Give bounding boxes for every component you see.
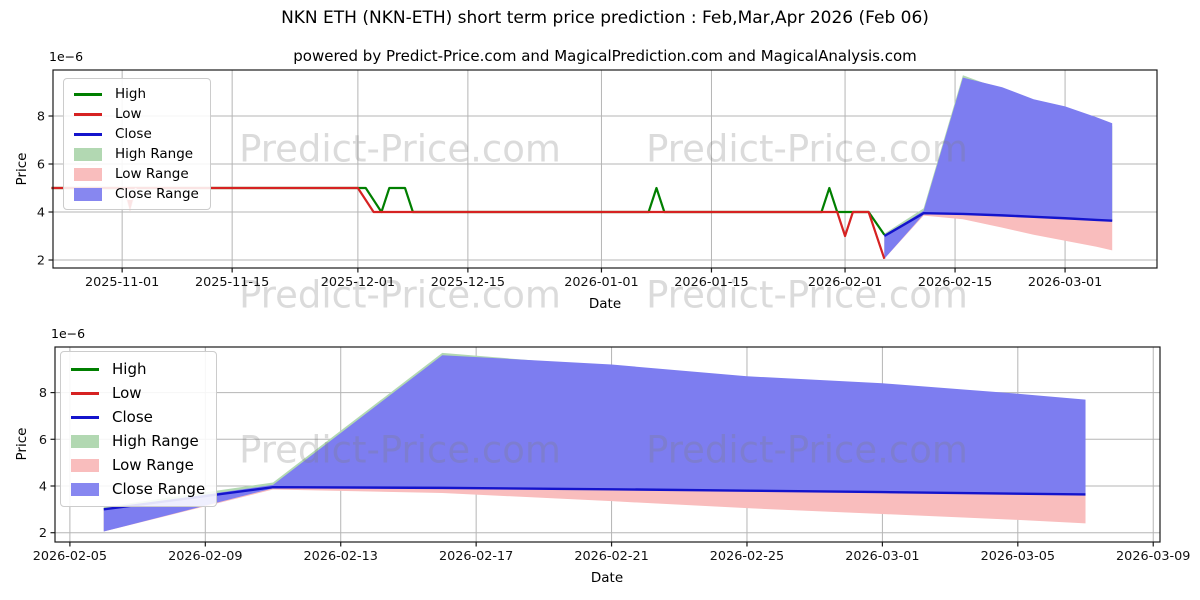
legend-label: Close (115, 126, 152, 142)
legend-swatch (74, 147, 102, 161)
legend-item-low: Low (71, 381, 205, 405)
x-tick-label: 2026-02-21 (574, 549, 648, 564)
legend-label: Close (112, 408, 153, 426)
legend-swatch (71, 434, 99, 448)
legend: High Low Close High Range Low Range Close Ran… (60, 351, 218, 507)
legend-item-low-range: Low Range (71, 453, 205, 477)
legend-swatch (74, 112, 102, 116)
legend-swatch (74, 132, 102, 136)
legend-label: Low (115, 106, 142, 122)
legend-item-high: High (71, 357, 205, 381)
low-range-band (103, 487, 1086, 532)
legend-label: High (112, 360, 147, 378)
watermark-text: Predict-Price.com (239, 274, 561, 317)
legend-swatch (74, 92, 102, 96)
legend-item-high-range: High Range (71, 429, 205, 453)
watermark-text: Predict-Price.com (646, 128, 968, 171)
legend-label: Close Range (115, 186, 199, 202)
x-tick-label: 2026-02-09 (168, 549, 242, 564)
axes-frame (52, 69, 1158, 269)
low-line (51, 186, 886, 260)
legend-label: Low Range (112, 456, 194, 474)
close-line (103, 485, 1086, 511)
x-tick-label: 2026-03-05 (981, 549, 1055, 564)
high-line (51, 186, 886, 236)
y-tick-label: 6 (37, 158, 45, 173)
x-tick-label: 2025-12-01 (321, 275, 395, 290)
axes-frame (54, 346, 1161, 543)
legend-item-close-range: Close Range (71, 477, 205, 501)
watermark-text: Predict-Price.com (239, 128, 561, 171)
legend-item-low: Low (74, 104, 199, 124)
chart-subtitle: powered by Predict-Price.com and Magical… (293, 47, 917, 65)
legend-label: Low Range (115, 166, 189, 182)
x-tick-label: 2025-12-15 (431, 275, 505, 290)
legend-label: High Range (115, 146, 194, 162)
x-tick-label: 2026-02-01 (808, 275, 882, 290)
legend-label: High (115, 86, 147, 102)
y-tick-label: 8 (37, 110, 45, 125)
legend: High Low Close High Range Low Range Close Ran… (63, 78, 211, 210)
y-tick-label: 6 (39, 433, 47, 448)
x-tick-label: 2026-01-01 (564, 275, 638, 290)
legend-item-low-range: Low Range (74, 164, 199, 184)
legend-swatch (71, 458, 99, 472)
x-tick-label: 2026-01-15 (674, 275, 748, 290)
y-axis-label: Price (14, 427, 30, 461)
close-line (883, 212, 1113, 238)
x-axis-label: Date (588, 296, 622, 312)
legend-item-close: Close (74, 124, 199, 144)
x-axis-label: Date (590, 570, 624, 586)
legend-item-close: Close (71, 405, 205, 429)
x-tick-label: 2026-02-13 (304, 549, 378, 564)
legend-swatch (71, 391, 99, 395)
x-tick-label: 2025-11-01 (85, 275, 159, 290)
y-axis-offset-label: 1e−6 (51, 326, 86, 341)
x-tick-label: 2026-02-17 (439, 549, 513, 564)
x-tick-label: 2025-11-15 (195, 275, 269, 290)
watermark-text: Predict-Price.com (646, 429, 968, 472)
x-tick-label: 2026-03-09 (1116, 549, 1190, 564)
x-tick-label: 2026-02-25 (710, 549, 784, 564)
y-tick-label: 2 (39, 526, 47, 541)
chart-title: NKN ETH (NKN-ETH) short term price predi… (281, 8, 929, 28)
legend-swatch (74, 167, 102, 181)
legend-item-close-range: Close Range (74, 184, 199, 204)
watermark-text: Predict-Price.com (239, 429, 561, 472)
legend-swatch (71, 482, 99, 496)
legend-label: Low (112, 384, 142, 402)
legend-swatch (71, 415, 99, 419)
legend-swatch (74, 187, 102, 201)
legend-label: Close Range (112, 480, 206, 498)
x-tick-label: 2026-03-01 (1028, 275, 1102, 290)
x-tick-label: 2026-02-05 (33, 549, 107, 564)
x-tick-label: 2026-03-01 (845, 549, 919, 564)
legend-swatch (71, 367, 99, 371)
y-tick-label: 4 (37, 206, 45, 221)
legend-item-high-range: High Range (74, 144, 199, 164)
y-tick-label: 8 (39, 386, 47, 401)
legend-label: High Range (112, 432, 199, 450)
y-axis-offset-label: 1e−6 (49, 49, 84, 64)
x-tick-label: 2026-02-15 (918, 275, 992, 290)
y-tick-label: 2 (37, 254, 45, 269)
low-range-band (884, 213, 1113, 259)
legend-item-high: High (74, 84, 199, 104)
watermark-text: Predict-Price.com (646, 274, 968, 317)
y-axis-label: Price (14, 152, 30, 186)
y-tick-label: 4 (39, 480, 47, 495)
